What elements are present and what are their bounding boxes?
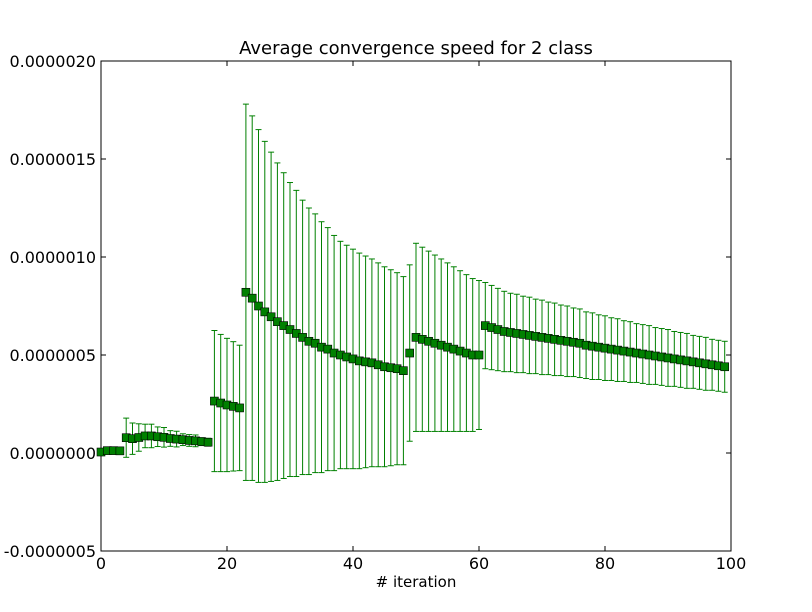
x-tick-label: 20 xyxy=(217,554,237,573)
data-markers xyxy=(96,287,730,457)
chart-title: Average convergence speed for 2 class xyxy=(239,38,593,59)
x-tick-label: 80 xyxy=(595,554,615,573)
y-axis: -0.0000005 0.0000000 0.0000005 0.0000010 0.0… xyxy=(4,52,731,561)
x-tick-label: 60 xyxy=(469,554,489,573)
y-tick-label: 0.0000020 xyxy=(9,52,96,71)
x-tick-label: 0 xyxy=(96,554,106,573)
data-point xyxy=(241,287,251,297)
data-point xyxy=(254,301,263,311)
y-tick-label: 0.0000000 xyxy=(9,444,96,463)
y-tick-label: 0.0000005 xyxy=(9,346,96,365)
data-point xyxy=(474,350,484,360)
data-point xyxy=(266,312,276,322)
x-axis-label: # iteration xyxy=(376,573,457,591)
y-tick-label: 0.0000015 xyxy=(9,150,96,169)
y-tick-label: -0.0000005 xyxy=(4,542,96,561)
data-point xyxy=(399,366,408,375)
x-tick-label: 40 xyxy=(343,554,363,573)
plot-area-frame xyxy=(100,60,732,552)
data-point xyxy=(720,362,730,372)
x-tick-label: 100 xyxy=(716,554,747,573)
y-tick-label: 0.0000010 xyxy=(9,248,96,267)
data-point xyxy=(235,403,244,413)
data-point xyxy=(260,307,270,317)
data-point xyxy=(247,293,257,303)
data-point xyxy=(115,446,125,456)
error-bars xyxy=(123,103,728,483)
data-point xyxy=(203,437,213,447)
data-point xyxy=(405,348,415,358)
x-axis: 0 20 40 60 80 100 xyxy=(96,61,746,573)
